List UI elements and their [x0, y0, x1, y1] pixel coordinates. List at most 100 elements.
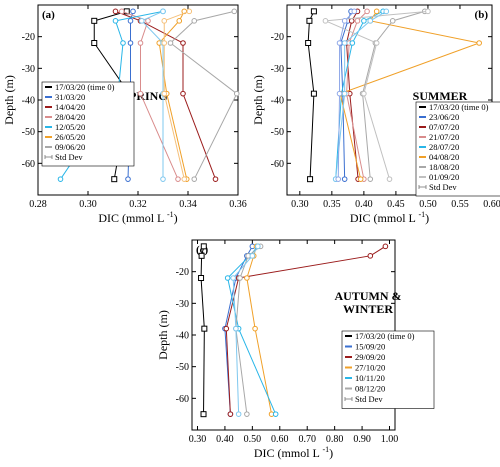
y-axis-label: Depth (m) [251, 75, 265, 125]
data-point [425, 8, 431, 15]
y-tick-label: -40 [22, 96, 35, 107]
legend-entry: 01/09/20 [429, 172, 459, 182]
y-axis-label: Depth (m) [156, 310, 170, 360]
y-tick-label: -30 [22, 64, 35, 75]
y-axis-label: Depth (m) [2, 75, 16, 125]
data-point [249, 253, 256, 259]
data-point [180, 40, 186, 46]
data-point [305, 40, 312, 46]
data-point [191, 176, 198, 182]
legend-entry: 15/09/20 [355, 342, 385, 352]
data-point [336, 90, 343, 97]
x-axis-label: DIC (mmol L -1) [98, 210, 177, 225]
data-point [137, 40, 144, 46]
data-point [367, 176, 374, 182]
data-point [138, 18, 145, 24]
data-point [237, 275, 243, 281]
data-point [367, 18, 374, 24]
x-tick-label: 0.40 [216, 434, 234, 445]
x-axis-label-end: ) [425, 211, 429, 225]
legend-stddev-label: Std Dev [55, 152, 83, 162]
data-point [252, 325, 258, 332]
data-point [191, 18, 198, 24]
legend-entry: 12/05/20 [55, 122, 85, 132]
x-tick-label: 0.60 [271, 434, 289, 445]
legend-entry: 18/08/20 [429, 162, 459, 172]
data-point [476, 40, 482, 46]
data-point [111, 176, 118, 183]
y-tick-label: -20 [22, 32, 35, 43]
legend-entry: 14/04/20 [55, 102, 85, 112]
legend-entry: 26/05/20 [55, 132, 85, 142]
data-point [306, 17, 313, 24]
data-point [200, 411, 207, 418]
x-tick-label: 0.90 [353, 434, 371, 445]
data-point [310, 8, 317, 15]
data-point [223, 325, 230, 332]
x-axis-label-superscript: -1 [167, 210, 174, 219]
data-point [161, 90, 168, 97]
x-tick-label: 0.36 [229, 199, 247, 210]
data-point [231, 8, 238, 15]
legend-entry: 28/07/20 [429, 142, 459, 152]
data-point [224, 275, 231, 281]
data-point [112, 18, 119, 24]
data-point [91, 40, 98, 46]
data-point [389, 18, 396, 24]
data-point [348, 18, 355, 24]
panel-label: (a) [42, 9, 55, 21]
legend-entry: 08/12/20 [355, 384, 385, 394]
series-line [246, 246, 273, 415]
data-point [176, 18, 183, 24]
data-point [130, 8, 136, 15]
data-point [322, 18, 329, 24]
legend-entry: 09/06/20 [55, 142, 85, 152]
legend-entry: 28/04/20 [55, 112, 85, 122]
data-point [361, 90, 367, 97]
x-tick-label: 0.30 [79, 199, 97, 210]
data-point [244, 411, 250, 417]
data-point [307, 176, 314, 183]
y-tick-label: -60 [22, 159, 35, 170]
data-point [180, 90, 186, 97]
data-point [335, 176, 342, 182]
data-point [354, 18, 361, 24]
data-point [200, 243, 207, 250]
data-point [160, 8, 166, 15]
y-tick-label: -60 [176, 394, 189, 405]
data-point [336, 40, 343, 46]
data-point [341, 18, 348, 24]
data-point [357, 176, 364, 182]
legend-entry: 29/09/20 [355, 352, 385, 362]
panel-c: 0.30 0.40 0.50 0.60 0.70 0.80 0.90 1.00 -20 -30 -4… [156, 239, 435, 460]
x-tick-label: 0.55 [451, 199, 469, 210]
data-point [112, 8, 119, 15]
data-point [167, 40, 174, 46]
data-point [351, 8, 358, 15]
x-tick-label: 0.40 [355, 199, 373, 210]
legend-entry: 27/10/20 [355, 363, 385, 373]
data-point [227, 411, 234, 417]
data-point [181, 176, 188, 182]
x-tick-label: 0.30 [291, 199, 309, 210]
x-tick-label: 0.35 [323, 199, 341, 210]
x-axis-label-superscript: -1 [322, 445, 329, 454]
data-point [127, 40, 134, 46]
y-tick-label: -20 [271, 32, 284, 43]
data-point [120, 40, 126, 46]
panel-b: 0.30 0.35 0.40 0.45 0.50 0.55 0.60 -20 -30 -40 -50… [251, 4, 500, 225]
legend-box [415, 101, 500, 197]
data-point [373, 8, 380, 15]
data-point [125, 176, 131, 182]
x-tick-label: 0.70 [298, 434, 316, 445]
data-point [201, 325, 208, 332]
data-point [341, 90, 348, 97]
data-point [255, 243, 261, 250]
data-point [161, 40, 168, 46]
x-tick-label: 0.80 [326, 434, 344, 445]
legend-box [341, 330, 435, 409]
data-point [230, 275, 236, 281]
data-point [364, 8, 370, 15]
data-point [367, 253, 374, 259]
